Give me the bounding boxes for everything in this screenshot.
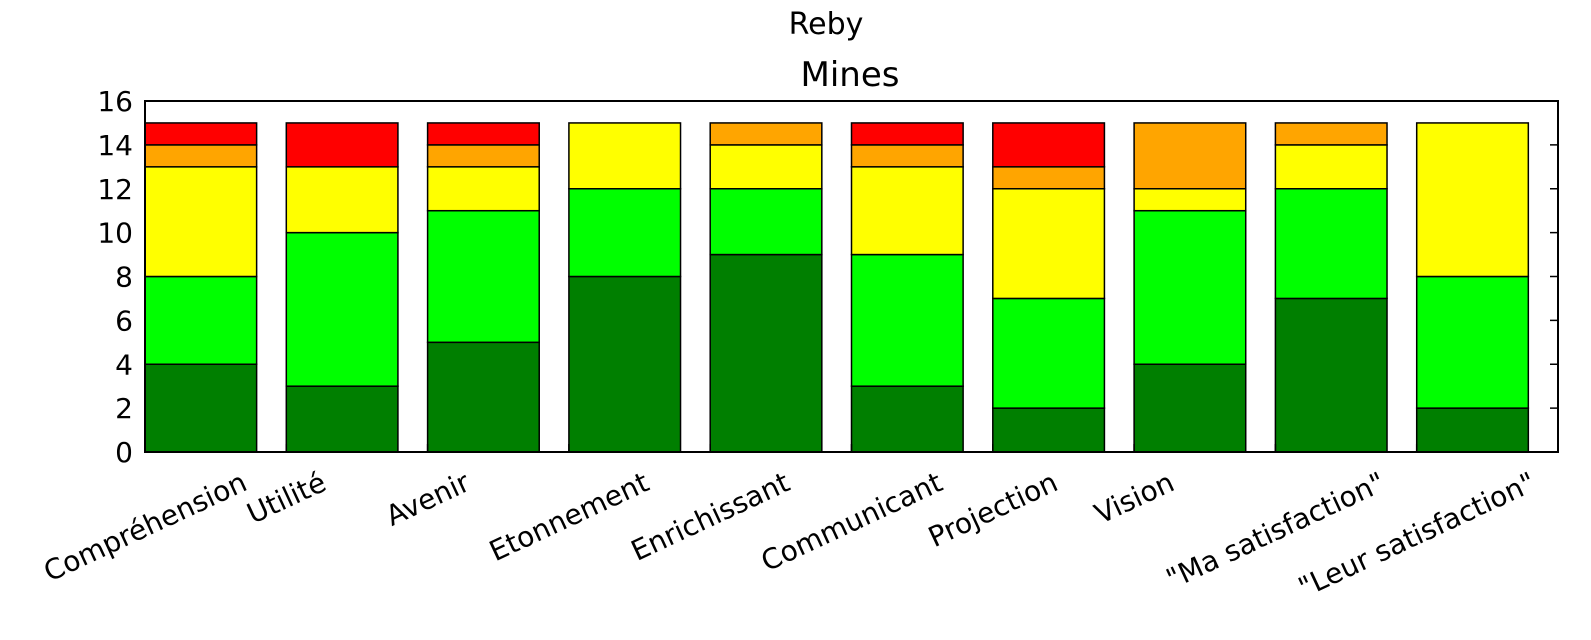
plot-frame <box>144 100 1559 453</box>
bar-segment <box>568 122 682 190</box>
bar-segment <box>850 122 964 146</box>
bar-segment <box>285 231 399 387</box>
bar-segment <box>1133 188 1247 212</box>
bar-segment <box>992 188 1106 300</box>
y-tick-label: 2 <box>115 392 133 425</box>
bar-segment <box>850 385 964 453</box>
bar-segment <box>709 253 823 453</box>
bar-segment <box>850 253 964 387</box>
bar-segment <box>144 122 258 146</box>
y-tick-label: 10 <box>97 217 133 250</box>
y-tick-label: 12 <box>97 173 133 206</box>
bar-segment <box>144 144 258 168</box>
bar-segment <box>1415 275 1530 409</box>
y-tick-label: 4 <box>115 348 133 381</box>
bar-segment <box>568 188 682 278</box>
bar-segment <box>709 144 823 190</box>
bar-segment <box>285 166 399 234</box>
bar-segment <box>1274 188 1388 300</box>
bar-segment <box>144 363 258 453</box>
bar-segment <box>1133 209 1247 365</box>
x-tick-label: Utilité <box>242 465 331 530</box>
bar-segment <box>992 297 1106 409</box>
bar-segment <box>285 385 399 453</box>
bar-segment <box>992 166 1106 190</box>
bar-segment <box>1274 144 1388 190</box>
bar-segment <box>568 275 682 453</box>
chart-title: Mines <box>801 55 900 95</box>
bar-segment <box>1274 122 1388 146</box>
y-tick-label: 8 <box>115 261 133 294</box>
bar-segment <box>709 188 823 256</box>
bar-segment <box>850 144 964 168</box>
bar-segment <box>426 341 540 453</box>
y-tick-label: 14 <box>97 129 133 162</box>
y-tick-label: 0 <box>115 436 133 469</box>
chart-suptitle: Reby <box>789 7 864 42</box>
bar-segment <box>1415 407 1530 453</box>
bar-segment <box>144 166 258 278</box>
x-tick-label: Vision <box>1089 465 1179 530</box>
bar-segment <box>1274 297 1388 453</box>
bar-segment <box>992 407 1106 453</box>
bar-segment <box>426 166 540 212</box>
x-tick-label: Compréhension <box>39 465 252 588</box>
bar-segment <box>426 122 540 146</box>
x-tick-label: Etonnement <box>484 465 654 568</box>
bar-segment <box>144 275 258 365</box>
bar-segment <box>285 122 399 168</box>
bar-segment <box>426 209 540 344</box>
bar-segment <box>850 166 964 256</box>
bar-segment <box>1415 122 1530 278</box>
bar-segment <box>1133 363 1247 453</box>
x-tick-label: Avenir <box>381 465 475 532</box>
bar-segment <box>426 144 540 168</box>
bar-segment <box>992 122 1106 168</box>
y-tick-label: 6 <box>115 304 133 337</box>
bar-segment <box>1133 122 1247 190</box>
bar-segment <box>709 122 823 146</box>
y-tick-label: 16 <box>97 85 133 118</box>
x-tick-label: Projection <box>923 465 1062 553</box>
